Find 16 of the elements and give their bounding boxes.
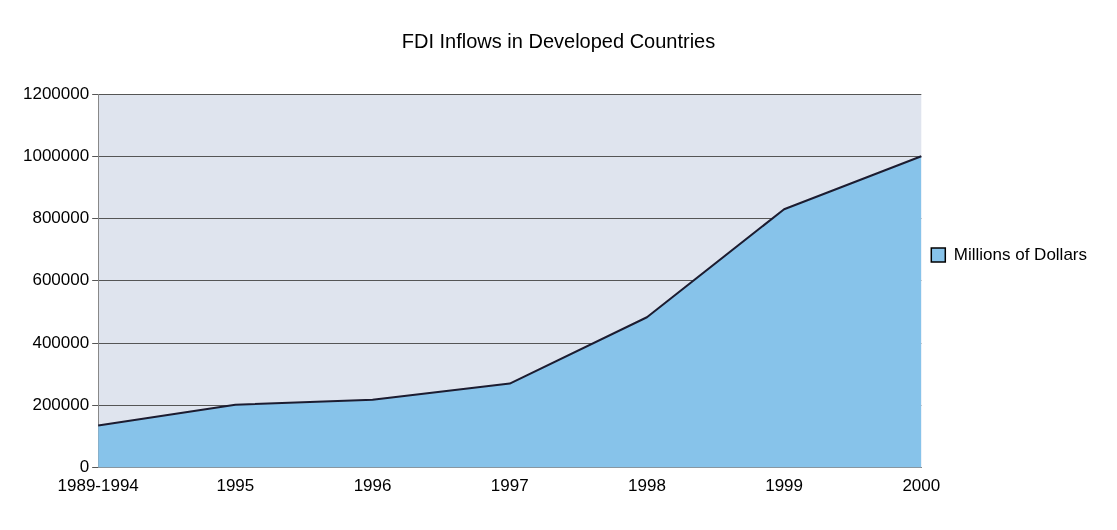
legend-label: Millions of Dollars xyxy=(953,244,1087,264)
y-tick-label: 1200000 xyxy=(22,83,90,103)
x-tick-label: 1998 xyxy=(628,476,666,496)
y-tick-label: 1000000 xyxy=(22,145,90,165)
y-tick-label: 200000 xyxy=(32,395,90,415)
x-tick-label: 1999 xyxy=(765,476,804,496)
x-tick-label: 1997 xyxy=(490,476,529,496)
y-tick-label: 800000 xyxy=(32,208,90,228)
y-tick-label: 400000 xyxy=(32,332,90,352)
x-tick-label: 1995 xyxy=(216,476,255,496)
x-tick-label: 2000 xyxy=(902,476,941,496)
y-tick-label: 600000 xyxy=(32,270,90,290)
x-tick-label: 1989-1994 xyxy=(57,476,139,496)
x-tick-label: 1996 xyxy=(353,476,392,496)
chart-title: FDI Inflows in Developed Countries xyxy=(401,29,716,52)
y-tick-label: 0 xyxy=(79,457,90,477)
